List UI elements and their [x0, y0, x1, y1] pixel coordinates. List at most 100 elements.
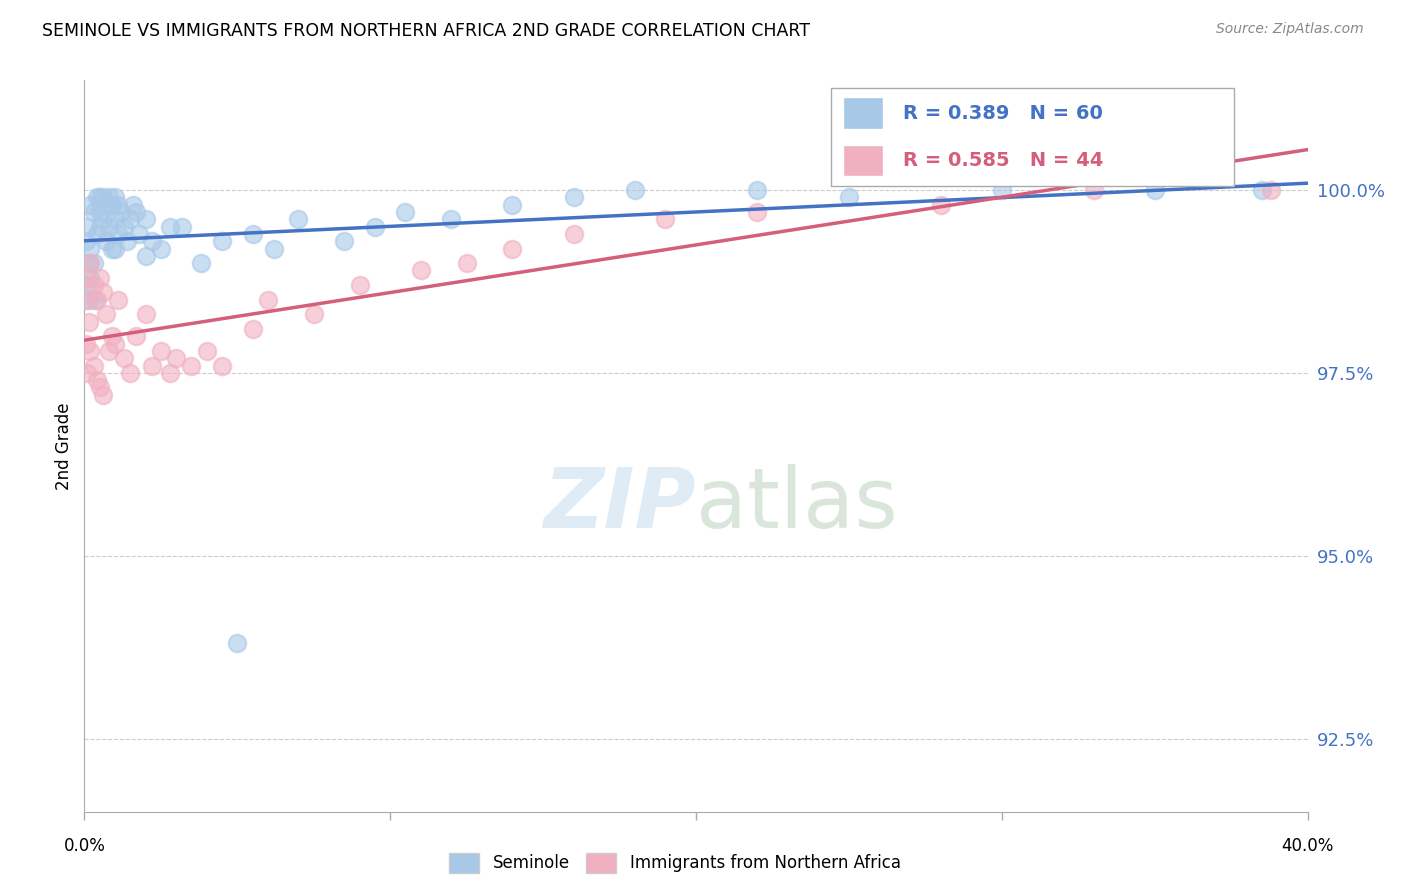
Point [91, 285, 114, 300]
Point [349, 278, 371, 293]
Point [128, 227, 150, 241]
Text: 40.0%: 40.0% [1281, 838, 1334, 855]
Point [1143, 183, 1166, 197]
Point [624, 183, 647, 197]
Point [94, 234, 117, 248]
Text: atlas: atlas [696, 464, 897, 545]
Point [122, 197, 145, 211]
Point [97, 219, 120, 234]
Point [76, 219, 98, 234]
Point [75, 293, 97, 307]
Point [104, 212, 127, 227]
Point [141, 234, 163, 248]
Point [91, 212, 114, 227]
Point [440, 212, 463, 227]
Point [75, 336, 97, 351]
Point [89, 219, 111, 234]
Point [94, 197, 117, 211]
Point [190, 256, 212, 270]
Point [838, 190, 860, 204]
Point [75, 278, 97, 293]
Point [257, 293, 280, 307]
Point [242, 322, 264, 336]
Point [125, 329, 148, 343]
Text: ZIP: ZIP [543, 464, 696, 545]
Point [94, 307, 117, 321]
Point [165, 351, 187, 366]
Point [112, 351, 135, 366]
Point [79, 242, 101, 256]
Point [180, 359, 202, 373]
Point [409, 263, 432, 277]
Point [75, 234, 97, 248]
Point [149, 242, 172, 256]
Point [107, 227, 129, 241]
Point [77, 315, 100, 329]
Point [101, 242, 124, 256]
Point [89, 190, 111, 204]
Point [77, 256, 100, 270]
Point [97, 190, 120, 204]
Text: 0.0%: 0.0% [63, 838, 105, 855]
Point [104, 336, 127, 351]
Point [242, 227, 264, 241]
Legend: Seminole, Immigrants from Northern Africa: Seminole, Immigrants from Northern Afric… [443, 847, 907, 880]
Point [929, 197, 952, 211]
Point [76, 270, 98, 285]
Point [135, 249, 157, 263]
Point [562, 227, 585, 241]
Point [86, 373, 108, 387]
Point [89, 205, 111, 219]
Point [115, 234, 138, 248]
Point [89, 380, 111, 394]
Point [79, 343, 101, 358]
Point [76, 366, 98, 380]
Text: SEMINOLE VS IMMIGRANTS FROM NORTHERN AFRICA 2ND GRADE CORRELATION CHART: SEMINOLE VS IMMIGRANTS FROM NORTHERN AFR… [42, 22, 810, 40]
Point [84, 293, 107, 307]
Point [107, 197, 129, 211]
Point [120, 212, 142, 227]
Point [104, 190, 127, 204]
Point [135, 212, 157, 227]
Point [86, 293, 108, 307]
Point [745, 183, 768, 197]
Point [1083, 183, 1105, 197]
Point [211, 359, 233, 373]
Point [77, 293, 100, 307]
Point [83, 359, 105, 373]
Point [159, 366, 181, 380]
Point [86, 227, 108, 241]
Point [654, 212, 676, 227]
Point [112, 219, 135, 234]
Text: Source: ZipAtlas.com: Source: ZipAtlas.com [1216, 22, 1364, 37]
Point [394, 205, 416, 219]
Point [86, 190, 108, 204]
Point [159, 219, 181, 234]
Point [101, 329, 124, 343]
Point [226, 636, 249, 650]
Point [195, 343, 218, 358]
Point [83, 278, 105, 293]
Point [104, 242, 127, 256]
Point [562, 190, 585, 204]
Point [101, 197, 124, 211]
Point [1260, 183, 1282, 197]
Point [120, 366, 142, 380]
Point [135, 307, 157, 321]
Point [364, 219, 387, 234]
Point [89, 270, 111, 285]
Y-axis label: 2nd Grade: 2nd Grade [55, 402, 73, 490]
Point [125, 205, 148, 219]
Point [263, 242, 285, 256]
Point [501, 242, 523, 256]
Point [141, 359, 163, 373]
Point [107, 293, 129, 307]
Point [91, 190, 114, 204]
Point [456, 256, 478, 270]
Point [79, 197, 101, 211]
Point [745, 205, 768, 219]
Point [97, 343, 120, 358]
Point [211, 234, 233, 248]
Point [333, 234, 356, 248]
Point [79, 256, 101, 270]
